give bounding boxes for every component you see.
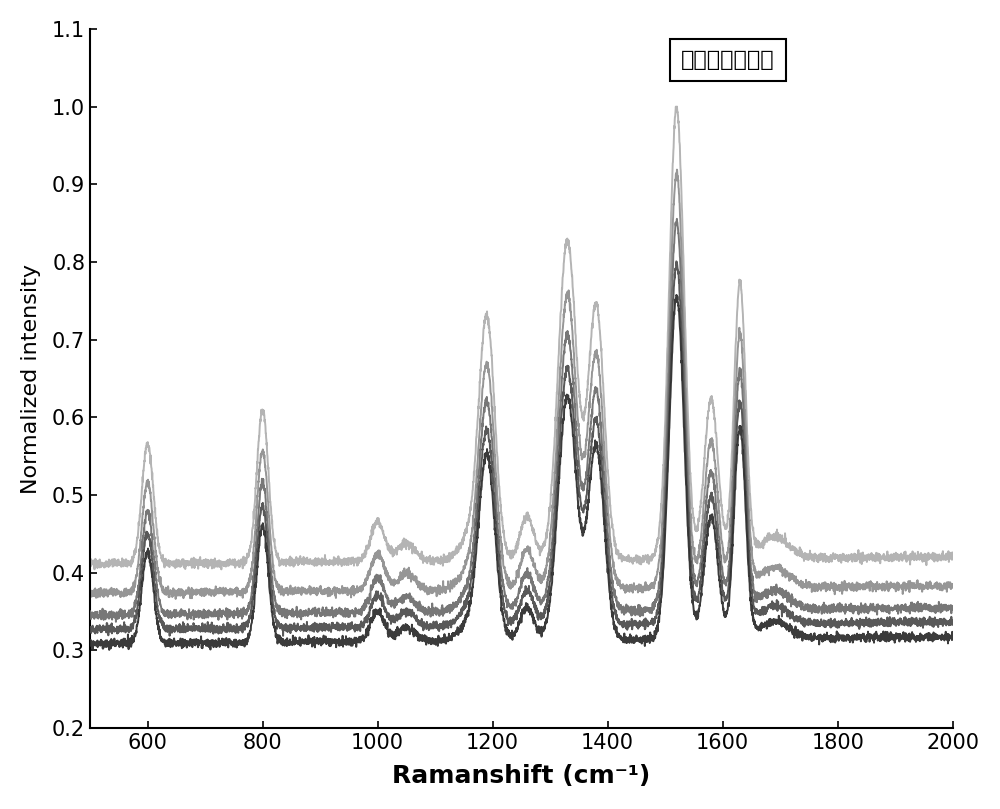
Text: 金黄色葡萄球菌: 金黄色葡萄球菌 <box>681 50 775 70</box>
Y-axis label: Normalized intensity: Normalized intensity <box>21 264 41 493</box>
X-axis label: Ramanshift (cm⁻¹): Ramanshift (cm⁻¹) <box>392 765 650 788</box>
